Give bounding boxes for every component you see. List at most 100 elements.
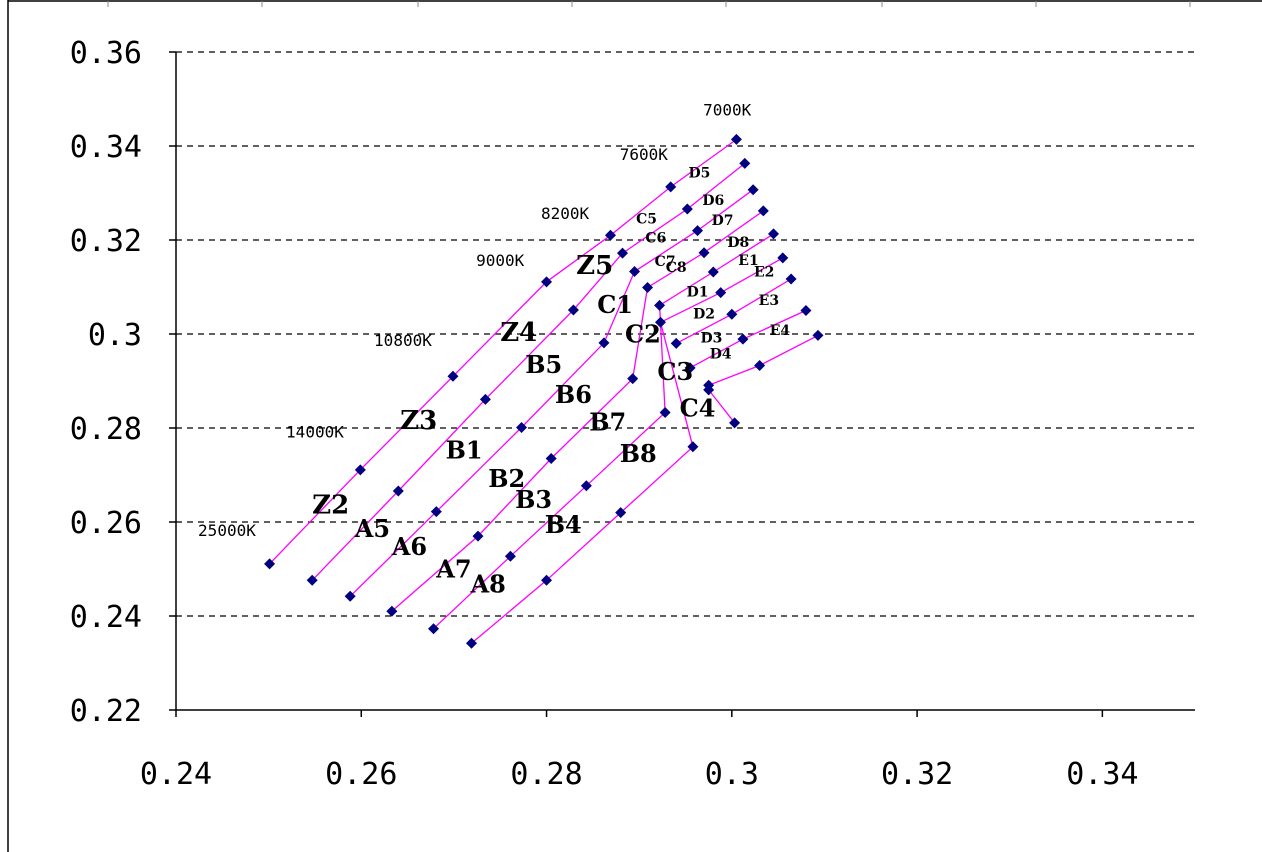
bin-label: C6 bbox=[645, 230, 666, 246]
bin-label: E1 bbox=[738, 253, 758, 269]
x-tick-label: 0.34 bbox=[1066, 757, 1138, 792]
x-tick-label: 0.24 bbox=[140, 757, 212, 792]
bin-label: B8 bbox=[620, 439, 657, 468]
bin-label: C2 bbox=[625, 319, 661, 348]
data-point-marker bbox=[617, 247, 629, 259]
bin-label: C4 bbox=[680, 394, 716, 423]
data-point-marker bbox=[757, 205, 769, 217]
data-point-marker bbox=[726, 308, 738, 320]
data-point-marker bbox=[785, 273, 797, 285]
bin-label: E2 bbox=[754, 265, 774, 281]
data-point-marker bbox=[629, 265, 641, 277]
data-point-marker bbox=[777, 252, 789, 264]
bin-boundary-line bbox=[708, 389, 736, 424]
cct-label: 7600K bbox=[620, 145, 669, 164]
bin-label: C3 bbox=[657, 357, 693, 386]
bin-label: D2 bbox=[693, 306, 715, 322]
cct-label: 7000K bbox=[703, 100, 752, 119]
y-tick-label: 0.22 bbox=[70, 694, 142, 729]
bin-label: D5 bbox=[688, 165, 710, 181]
y-tick-label: 0.26 bbox=[70, 506, 142, 541]
data-point-marker bbox=[687, 441, 699, 453]
bin-label: A8 bbox=[470, 570, 506, 599]
data-point-marker bbox=[386, 605, 398, 617]
bin-label: E3 bbox=[759, 293, 779, 309]
bin-label: A6 bbox=[391, 532, 427, 561]
y-tick-label: 0.34 bbox=[70, 130, 142, 165]
data-point-marker bbox=[466, 637, 478, 649]
data-point-marker bbox=[768, 228, 780, 240]
cct-label: 8200K bbox=[541, 204, 590, 223]
cct-label: 9000K bbox=[476, 251, 525, 270]
bin-label: C1 bbox=[597, 290, 633, 319]
data-point-marker bbox=[737, 333, 749, 345]
data-point-marker bbox=[670, 337, 682, 349]
y-tick-label: 0.24 bbox=[70, 600, 142, 635]
x-tick-label: 0.28 bbox=[510, 757, 582, 792]
data-point-marker bbox=[541, 574, 553, 586]
bin-label: Z2 bbox=[312, 491, 349, 521]
data-point-marker bbox=[567, 304, 579, 316]
y-tick-label: 0.28 bbox=[70, 412, 142, 447]
bin-label: B5 bbox=[525, 350, 562, 379]
data-point-marker bbox=[598, 337, 610, 349]
data-point-marker bbox=[684, 362, 696, 374]
x-tick-label: 0.3 bbox=[705, 757, 759, 792]
cct-label: 14000K bbox=[286, 422, 344, 441]
data-point-marker bbox=[730, 133, 742, 145]
data-point-marker bbox=[264, 558, 276, 570]
bin-label: Z4 bbox=[500, 318, 537, 348]
bin-label: B3 bbox=[515, 485, 552, 514]
bin-label: D7 bbox=[712, 213, 734, 229]
bin-label: B4 bbox=[545, 510, 582, 539]
data-point-marker bbox=[707, 266, 719, 278]
data-point-marker bbox=[642, 281, 654, 293]
data-point-marker bbox=[504, 550, 516, 562]
data-point-marker bbox=[516, 422, 528, 434]
data-point-marker bbox=[447, 370, 459, 382]
bin-label: Z5 bbox=[576, 251, 613, 281]
bin-label: A5 bbox=[354, 514, 390, 543]
bin-label: A7 bbox=[435, 554, 471, 583]
data-point-marker bbox=[729, 417, 741, 429]
data-point-marker bbox=[747, 184, 759, 196]
data-point-marker bbox=[665, 181, 677, 193]
data-point-marker bbox=[354, 464, 366, 476]
y-tick-label: 0.3 bbox=[88, 318, 142, 353]
data-point-marker bbox=[812, 329, 824, 341]
data-point-marker bbox=[580, 480, 592, 492]
x-tick-label: 0.32 bbox=[881, 757, 953, 792]
cct-label: 10800K bbox=[374, 331, 432, 350]
bin-label: B2 bbox=[488, 464, 525, 493]
data-point-marker bbox=[472, 530, 484, 542]
data-point-marker bbox=[800, 305, 812, 316]
data-point-marker bbox=[692, 225, 704, 237]
data-point-marker bbox=[541, 276, 553, 288]
data-point-marker bbox=[654, 316, 666, 328]
data-point-marker bbox=[698, 247, 710, 259]
data-point-marker bbox=[344, 590, 356, 602]
bin-label: B1 bbox=[446, 436, 483, 465]
y-tick-label: 0.32 bbox=[70, 224, 142, 259]
data-point-marker bbox=[479, 393, 491, 405]
bin-label: B6 bbox=[555, 380, 592, 409]
data-point-marker bbox=[703, 384, 715, 396]
data-point-marker bbox=[654, 299, 666, 311]
bin-label: E4 bbox=[770, 323, 791, 339]
data-point-marker bbox=[681, 203, 693, 215]
bin-label: Z3 bbox=[400, 406, 437, 436]
data-point-marker bbox=[627, 373, 639, 385]
data-point-marker bbox=[739, 157, 751, 169]
bin-label: B7 bbox=[589, 407, 626, 436]
bin-label: D8 bbox=[727, 235, 749, 251]
data-point-marker bbox=[428, 623, 440, 635]
data-point-marker bbox=[545, 453, 557, 465]
data-point-marker bbox=[715, 287, 727, 299]
bin-label: D6 bbox=[702, 193, 724, 209]
bin-label: C5 bbox=[636, 212, 657, 228]
y-tick-label: 0.36 bbox=[70, 36, 142, 71]
x-tick-label: 0.26 bbox=[325, 757, 397, 792]
cct-label: 25000K bbox=[198, 521, 256, 540]
